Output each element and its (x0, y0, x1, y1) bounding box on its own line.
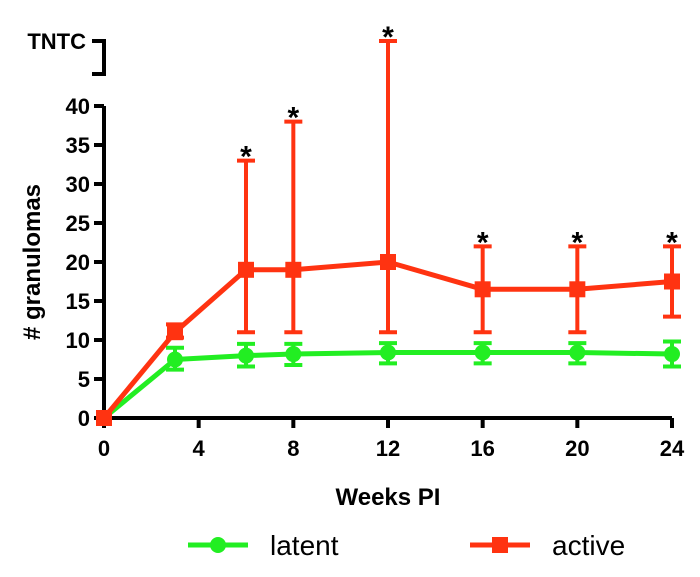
significance-asterisk: * (477, 226, 489, 259)
series-latent (96, 339, 681, 426)
data-point-active (474, 281, 491, 298)
legend-marker (210, 537, 226, 553)
data-point-active (664, 273, 680, 290)
legend-item-latent: latent (188, 530, 339, 561)
y-tick-label: 15 (66, 289, 90, 314)
legend-label: active (552, 530, 625, 561)
data-point-latent (380, 344, 396, 361)
x-ticks: 0 4 8 12 16 20 24 (98, 418, 685, 461)
series-layer (96, 39, 681, 426)
x-tick-label: 12 (376, 436, 400, 461)
y-tick-label: 5 (78, 367, 90, 392)
x-tick-label: 24 (660, 436, 685, 461)
series-active (96, 39, 681, 426)
legend-item-active: active (470, 530, 625, 561)
series-line-latent (102, 349, 673, 420)
data-point-active (238, 261, 254, 278)
tntc-label: TNTC (27, 29, 86, 54)
data-point-latent (285, 346, 302, 363)
x-tick-label: 0 (98, 436, 110, 461)
legend: latent active (188, 530, 625, 561)
data-point-active (96, 410, 112, 426)
x-tick-label: 20 (565, 436, 589, 461)
significance-asterisk: * (287, 102, 299, 135)
data-point-active (167, 324, 183, 341)
y-tick-label: 10 (66, 328, 90, 353)
data-point-active (380, 254, 396, 270)
x-tick-label: 16 (470, 436, 494, 461)
significance-asterisk: * (571, 226, 583, 259)
data-point-latent (238, 347, 254, 364)
y-tick-label: 0 (78, 406, 90, 431)
y-tick-label: 40 (66, 94, 90, 119)
significance-asterisk: * (240, 141, 252, 174)
data-point-active (285, 261, 302, 278)
data-point-latent (664, 346, 680, 363)
x-tick-label: 4 (193, 436, 206, 461)
y-tick-label: 25 (66, 211, 90, 236)
data-point-latent (569, 344, 586, 361)
y-tick-label: 35 (66, 133, 90, 158)
significance-asterisk: * (666, 226, 678, 259)
x-axis-title: Weeks PI (336, 484, 441, 511)
data-point-latent (167, 351, 183, 368)
y-tick-label: 20 (66, 250, 90, 275)
y-tick-label: 30 (66, 172, 90, 197)
legend-marker (492, 537, 508, 553)
data-point-latent (474, 344, 491, 361)
legend-label: latent (270, 530, 339, 561)
x-tick-label: 8 (287, 436, 299, 461)
significance-asterisk: * (382, 21, 394, 54)
y-ticks: 0 5 10 15 20 25 30 35 40 (66, 94, 104, 431)
series-line-active (102, 259, 673, 420)
data-point-active (569, 281, 586, 298)
significance-markers: * * * * * * (240, 21, 678, 259)
y-axis-title: # granulomas (19, 184, 46, 340)
